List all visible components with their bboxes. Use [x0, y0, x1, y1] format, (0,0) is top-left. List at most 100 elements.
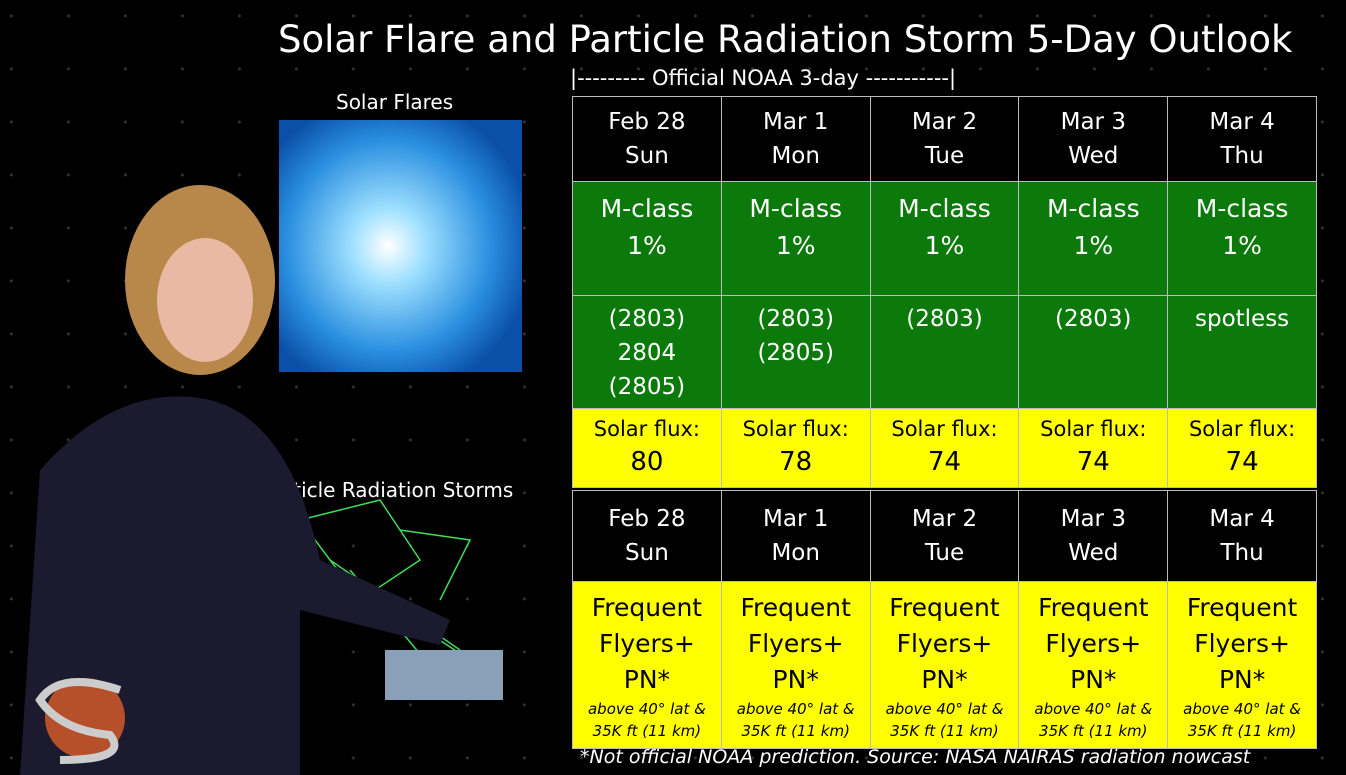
flux-value: 80 [630, 447, 664, 477]
flares-caption: Solar Flares [336, 90, 454, 114]
logo [35, 678, 125, 764]
radiation-note: above 40° lat & [1034, 700, 1153, 718]
weekday: Mon [771, 143, 820, 169]
flux-value: 74 [927, 447, 962, 477]
flare-cell: M-class 1% [869, 181, 1020, 296]
radiation-note: above 40° lat & [885, 700, 1004, 718]
radiation-text: PN* [772, 665, 819, 694]
radiation-cell: Frequent Flyers+ PN* above 40° lat & 35K ft … [720, 581, 871, 749]
date-header: Mar 4 Thu [1167, 490, 1317, 582]
date: Feb 28 [608, 506, 686, 532]
flare-class: M-class [600, 194, 694, 223]
date: Mar 2 [911, 506, 978, 532]
radiation-text: Frequent [1186, 593, 1298, 622]
date-header: Mar 1 Mon [720, 96, 871, 182]
footer: *Not official NOAA prediction. Source: N… [580, 746, 1251, 768]
date-header: Mar 1 Mon [720, 490, 871, 582]
title: Solar Flare and Particle Radiation Storm… [278, 18, 1293, 61]
radiation-text: Frequent [889, 593, 1000, 622]
flare-probability: 1% [924, 231, 965, 260]
radiation-caption: rticle Radiation Storms [285, 478, 514, 502]
region: spotless [1194, 306, 1290, 332]
radiation-text: Frequent [591, 593, 703, 622]
date-header: Mar 2 Tue [869, 96, 1020, 182]
radiation-cell: Frequent Flyers+ PN* above 40° lat & 35K ft … [869, 581, 1020, 749]
radiation-note: 35K ft (11 km) [1039, 722, 1148, 740]
presenter [20, 185, 450, 775]
flux-label: Solar flux: [742, 417, 849, 441]
flare-cell: M-class 1% [1167, 181, 1317, 296]
radiation-cell: Frequent Flyers+ PN* above 40° lat & 35K ft … [1018, 581, 1169, 749]
flux-cell: Solar flux: 74 [869, 408, 1020, 488]
flare-probability: 1% [1073, 231, 1114, 260]
weekday: Tue [924, 540, 965, 566]
flare-cell: M-class 1% [572, 181, 722, 296]
radiation-text: PN* [1070, 665, 1117, 694]
region: (2805) [757, 340, 834, 366]
radiation-note: above 40° lat & [587, 700, 706, 718]
flare-probability: 1% [1222, 231, 1262, 260]
weekday: Wed [1068, 143, 1119, 169]
date-header: Feb 28 Sun [572, 96, 722, 182]
flux-label: Solar flux: [1188, 417, 1296, 441]
flare-cell: M-class 1% [1018, 181, 1169, 296]
radiation-text: Frequent [740, 593, 851, 622]
radiation-text: PN* [1218, 665, 1266, 694]
regions-cell: (2803) 2804 (2805) [572, 295, 722, 409]
solar-flare-image [279, 120, 522, 372]
region: 2804 [617, 340, 677, 366]
weekday: Wed [1068, 540, 1119, 566]
date: Mar 2 [911, 109, 978, 135]
date-header: Mar 3 Wed [1018, 490, 1169, 582]
weekday: Tue [924, 143, 965, 169]
date-header: Mar 2 Tue [869, 490, 1020, 582]
flare-class: M-class [749, 194, 843, 223]
region: (2803) [608, 306, 686, 332]
weekday: Sun [625, 143, 669, 169]
flare-class: M-class [1195, 194, 1289, 223]
date: Mar 4 [1209, 506, 1275, 532]
region: (2803) [757, 306, 834, 332]
date: Feb 28 [608, 109, 686, 135]
radiation-text: Flyers+ [1045, 629, 1142, 658]
radiation-note: 35K ft (11 km) [741, 722, 850, 740]
regions-cell: (2803) [1018, 295, 1169, 409]
weekday: Thu [1220, 143, 1264, 169]
radiation-note: above 40° lat & [736, 700, 855, 718]
flux-cell: Solar flux: 78 [720, 408, 871, 488]
radiation-note: 35K ft (11 km) [1187, 722, 1297, 740]
date-header: Feb 28 Sun [572, 490, 722, 582]
flare-class: M-class [1046, 194, 1140, 223]
flux-label: Solar flux: [891, 417, 998, 441]
flux-value: 78 [779, 447, 813, 477]
weekday: Mon [771, 540, 820, 566]
illustrations [20, 120, 522, 775]
radiation-text: PN* [921, 665, 968, 694]
radiation-text: PN* [623, 665, 671, 694]
flare-probability: 1% [775, 231, 816, 260]
flux-value: 74 [1076, 447, 1110, 477]
flare-class: M-class [898, 194, 991, 223]
regions-cell: (2803) (2805) [720, 295, 871, 409]
flare-probability: 1% [627, 231, 667, 260]
radiation-note: above 40° lat & [1183, 700, 1301, 718]
subtitle: |--------- Official NOAA 3-day ---------… [570, 66, 957, 90]
date: Mar 4 [1209, 109, 1275, 135]
radiation-note: 35K ft (11 km) [890, 722, 999, 740]
date: Mar 1 [763, 109, 829, 135]
flux-cell: Solar flux: 74 [1167, 408, 1317, 488]
flux-cell: Solar flux: 74 [1018, 408, 1169, 488]
date-header: Mar 3 Wed [1018, 96, 1169, 182]
date-header: Mar 4 Thu [1167, 96, 1317, 182]
flux-cell: Solar flux: 80 [572, 408, 722, 488]
flux-label: Solar flux: [593, 417, 701, 441]
date: Mar 3 [1060, 506, 1126, 532]
region: (2805) [608, 374, 686, 400]
weekday: Thu [1220, 540, 1264, 566]
region: (2803) [1055, 306, 1132, 332]
flux-value: 74 [1225, 447, 1259, 477]
radiation-cell: Frequent Flyers+ PN* above 40° lat & 35K ft … [572, 581, 722, 749]
radiation-cell: Frequent Flyers+ PN* above 40° lat & 35K ft … [1167, 581, 1317, 749]
flux-label: Solar flux: [1040, 417, 1147, 441]
